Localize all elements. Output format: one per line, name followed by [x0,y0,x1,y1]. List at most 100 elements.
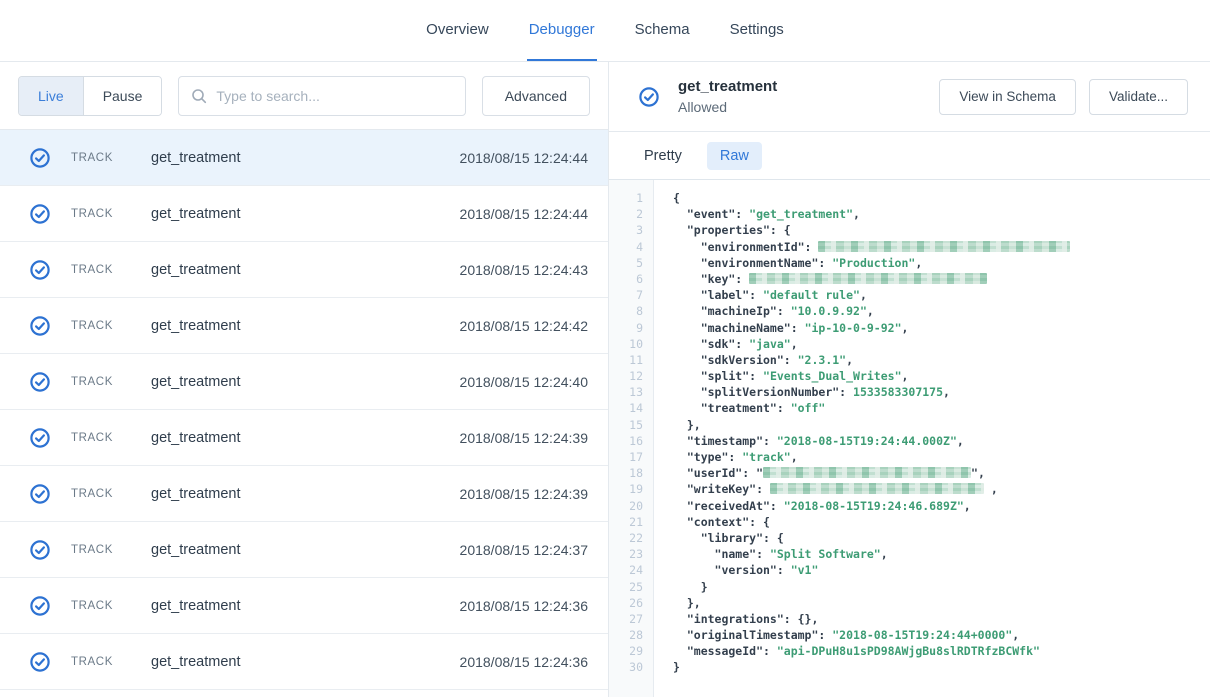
json-key: "library": { [673,530,784,545]
event-type-label: TRACK [71,431,113,444]
top-nav: Overview Debugger Schema Settings [0,0,1210,62]
line-number: 29 [629,644,643,659]
event-timestamp: 2018/08/15 12:24:42 [459,317,588,334]
event-row[interactable]: TRACK get_treatment 2018/08/15 12:24:36 [0,578,608,634]
line-number: 16 [629,433,643,448]
line-number: 9 [636,320,643,335]
live-button[interactable]: Live [19,76,84,115]
code-line: "splitVersionNumber": 1533583307175, [673,384,1210,400]
check-circle-icon [639,86,659,107]
event-name: get_treatment [151,541,241,558]
search-input[interactable] [216,87,453,104]
json-key: "environmentName": [673,255,833,270]
event-list-panel: Live Pause Advanced TRACK get_treatment … [0,62,609,697]
event-row[interactable]: TRACK get_treatment 2018/08/15 12:24:39 [0,410,608,466]
nav-tab[interactable]: Settings [728,0,786,61]
json-key: "key": [673,271,750,286]
json-value: "get_treatment" [749,207,854,222]
code-line: "environmentName": "Production", [673,255,1210,271]
json-key: } [673,579,708,594]
json-value: "v1" [790,563,819,578]
redacted-value [749,272,988,284]
advanced-button[interactable]: Advanced [481,75,590,116]
view-in-schema-button[interactable]: View in Schema [939,78,1076,115]
code-line: } [673,659,1210,675]
event-row[interactable]: TRACK get_treatment 2018/08/15 12:24:42 [0,298,608,354]
event-name: get_treatment [151,373,241,390]
code-line: "key": [673,271,1210,287]
json-key: }, [673,595,701,610]
code-line: "sdk": "java", [673,336,1210,352]
event-type-label: TRACK [71,319,113,332]
line-number: 1 [636,191,643,205]
check-circle-icon [30,651,50,672]
line-number: 21 [629,514,643,529]
json-value: "Production" [832,255,916,270]
json-key: "properties": { [673,223,791,238]
event-row[interactable]: TRACK get_treatment 2018/08/15 12:24:39 [0,466,608,522]
json-value: "Split Software" [769,547,881,562]
nav-tab-label: Schema [634,21,690,38]
json-key: "event": [673,207,750,222]
event-name: get_treatment [151,597,241,614]
event-timestamp: 2018/08/15 12:24:44 [459,149,588,166]
detail-status: Allowed [678,99,728,115]
event-row[interactable]: TRACK get_treatment 2018/08/15 12:24:36 [0,634,608,690]
event-list: TRACK get_treatment 2018/08/15 12:24:44 … [0,130,608,697]
line-number: 18 [629,466,643,481]
tab-raw[interactable]: Raw [706,141,762,170]
event-type-label: TRACK [71,375,113,388]
event-type-label: TRACK [71,543,113,556]
event-type-label: TRACK [71,487,113,500]
tab-pretty[interactable]: Pretty [644,147,682,164]
json-key: "originalTimestamp": [673,628,833,643]
check-circle-icon [30,483,50,504]
json-key: "userId": " [673,466,764,481]
json-value: "2.3.1" [797,352,847,367]
event-name: get_treatment [151,653,241,670]
json-key: "label": [673,288,764,303]
nav-tab[interactable]: Overview [424,0,491,61]
json-value: "10.0.9.92" [790,304,867,319]
check-circle-icon [30,147,50,168]
json-key: "machineName": [673,320,805,335]
validate-button[interactable]: Validate... [1088,78,1188,115]
line-number-gutter: 1 2 3 4 5 6 7 8 9 10 11 12 13 14 15 16 17 18 19 20 21 22 23 24 2… [609,180,654,697]
event-row[interactable]: TRACK get_treatment 2018/08/15 12:24:40 [0,354,608,410]
nav-tab[interactable]: Debugger [526,0,597,61]
code-line: "event": "get_treatment", [673,206,1210,222]
code-line: "context": { [673,514,1210,530]
json-key: "integrations": {}, [673,611,819,626]
event-row[interactable]: TRACK get_treatment 2018/08/15 12:24:37 [0,522,608,578]
code-line: } [673,579,1210,595]
json-key: "messageId": [673,644,777,659]
event-row[interactable]: TRACK get_treatment 2018/08/15 12:24:43 [0,242,608,298]
event-timestamp: 2018/08/15 12:24:39 [459,485,588,502]
event-type-label: TRACK [71,151,113,164]
code-line: "receivedAt": "2018-08-15T19:24:46.689Z"… [673,498,1210,514]
pause-button[interactable]: Pause [83,76,162,115]
code-line: "environmentId": [673,239,1210,255]
event-name: get_treatment [151,205,241,222]
nav-tab[interactable]: Schema [633,0,692,61]
code-line: "sdkVersion": "2.3.1", [673,352,1210,368]
event-timestamp: 2018/08/15 12:24:43 [459,261,588,278]
event-type-label: TRACK [71,655,113,668]
code-line: "originalTimestamp": "2018-08-15T19:24:4… [673,627,1210,643]
json-key: ", [971,466,985,481]
line-number: 6 [636,271,643,286]
event-row[interactable]: TRACK get_treatment 2018/08/15 12:24:44 [0,186,608,242]
line-number: 27 [629,611,643,626]
search-box[interactable] [178,75,466,116]
json-key: , [943,385,950,400]
json-key: "treatment": [673,401,791,416]
check-circle-icon [30,427,50,448]
nav-tab-label: Overview [426,21,489,38]
event-name: get_treatment [151,429,241,446]
line-number: 17 [629,450,643,464]
json-value: "2018-08-15T19:24:46.689Z" [783,498,964,513]
event-row[interactable]: TRACK get_treatment 2018/08/15 12:24:44 [0,130,608,186]
raw-json-viewer[interactable]: 1 2 3 4 5 6 7 8 9 10 11 12 13 14 15 16 17 18 19 20 21 22 23 24 2… [609,180,1210,697]
json-key: "sdkVersion": [673,352,798,367]
event-timestamp: 2018/08/15 12:24:36 [459,597,588,614]
